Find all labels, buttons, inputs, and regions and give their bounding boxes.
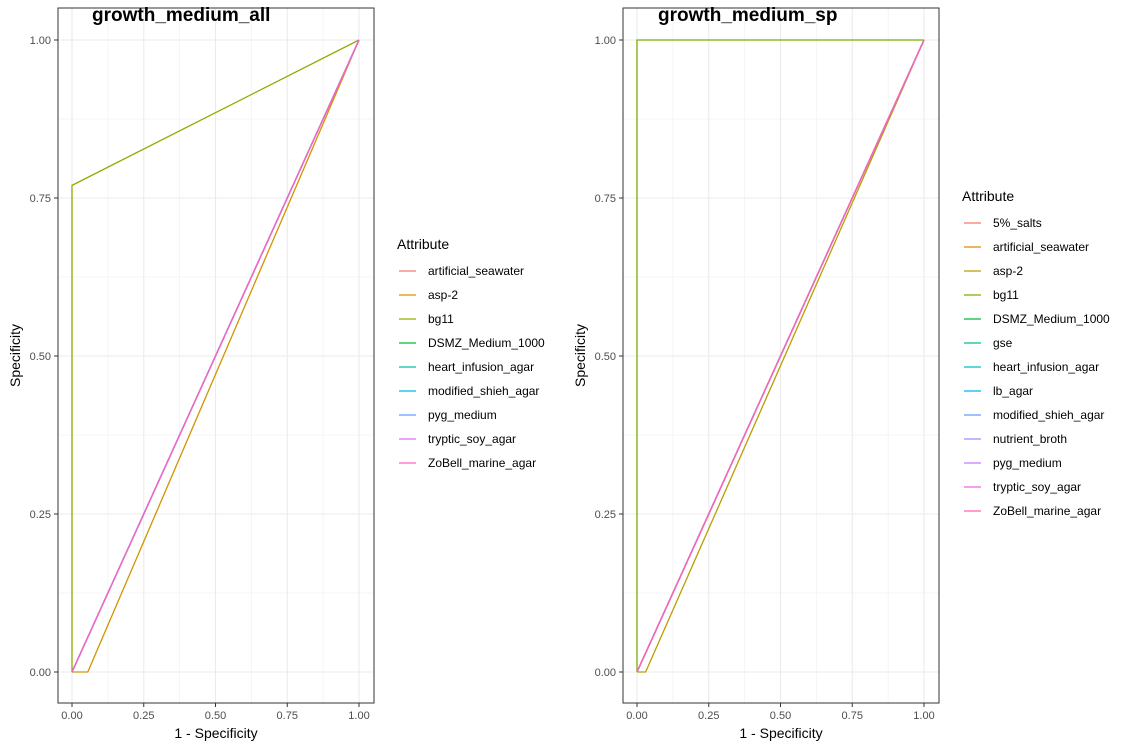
chart-panel-1: 0.00 0.25 0.50 0.75 1.00 0.00 0.25 0.50 0.75 1.00…	[7, 5, 545, 741]
legend: Attribute 5%_salts artificial_seawater asp-…	[962, 188, 1110, 518]
y-tick-label: 0.25	[30, 509, 51, 521]
legend-label: bg11	[428, 312, 454, 326]
y-tick-label: 0.75	[30, 193, 51, 205]
legend-label: asp-2	[428, 288, 458, 302]
legend-label: nutrient_broth	[993, 432, 1067, 446]
y-tick-label: 0.25	[595, 509, 616, 521]
legend-label: asp-2	[993, 264, 1023, 278]
legend-label: pyg_medium	[428, 408, 497, 422]
legend-label: artificial_seawater	[993, 240, 1089, 254]
legend-label: lb_agar	[993, 384, 1033, 398]
chart-panel-2: 0.00 0.25 0.50 0.75 1.00 0.00 0.25 0.50 0.75 1.00…	[572, 5, 1110, 741]
legend-label: DSMZ_Medium_1000	[428, 336, 545, 350]
legend-label: artificial_seawater	[428, 264, 524, 278]
legend-label: pyg_medium	[993, 456, 1062, 470]
series-line-ZoBell_marine_agar	[636, 39, 925, 673]
x-tick-label: 0.75	[842, 710, 863, 722]
legend-label: heart_infusion_agar	[993, 360, 1099, 374]
legend-label: gse	[993, 336, 1013, 350]
x-tick-label: 0.00	[626, 710, 647, 722]
chart-title: growth_medium_sp	[658, 5, 837, 26]
legend-label: modified_shieh_agar	[993, 408, 1104, 422]
y-axis-title: Specificity	[7, 324, 23, 387]
x-tick-label: 0.50	[770, 710, 791, 722]
series-line-bg11	[71, 39, 360, 672]
y-axis-title: Specificity	[572, 324, 588, 387]
x-axis-title: 1 - Specificity	[174, 725, 257, 741]
y-tick-label: 0.00	[595, 667, 616, 679]
y-tick-label: 1.00	[595, 35, 616, 47]
legend-title: Attribute	[962, 188, 1014, 204]
legend-label: DSMZ_Medium_1000	[993, 312, 1110, 326]
legend-label: tryptic_soy_agar	[993, 480, 1081, 494]
x-tick-label: 0.50	[205, 710, 226, 722]
x-axis-title: 1 - Specificity	[739, 725, 822, 741]
y-tick-label: 0.00	[30, 667, 51, 679]
y-tick-label: 1.00	[30, 35, 51, 47]
legend-title: Attribute	[397, 236, 449, 252]
x-tick-label: 0.25	[698, 710, 719, 722]
legend-label: heart_infusion_agar	[428, 360, 534, 374]
legend-label: 5%_salts	[993, 216, 1042, 230]
legend-label: ZoBell_marine_agar	[993, 504, 1101, 518]
legend-label: bg11	[993, 288, 1019, 302]
x-tick-label: 0.75	[277, 710, 298, 722]
chart-title: growth_medium_all	[92, 5, 270, 26]
legend: Attribute artificial_seawater asp-2 bg11 DSM…	[397, 236, 545, 470]
x-tick-label: 1.00	[348, 710, 369, 722]
legend-label: modified_shieh_agar	[428, 384, 539, 398]
x-tick-label: 1.00	[913, 710, 934, 722]
y-tick-label: 0.50	[595, 351, 616, 363]
series-line-bg11	[636, 39, 924, 672]
legend-label: ZoBell_marine_agar	[428, 456, 536, 470]
series-line-ZoBell_marine_agar	[71, 39, 360, 673]
y-tick-label: 0.50	[30, 351, 51, 363]
y-tick-label: 0.75	[595, 193, 616, 205]
series-line-asp-2	[637, 39, 925, 673]
x-tick-label: 0.00	[61, 710, 82, 722]
legend-label: tryptic_soy_agar	[428, 432, 516, 446]
series-line-asp-2	[72, 39, 360, 673]
x-tick-label: 0.25	[133, 710, 154, 722]
